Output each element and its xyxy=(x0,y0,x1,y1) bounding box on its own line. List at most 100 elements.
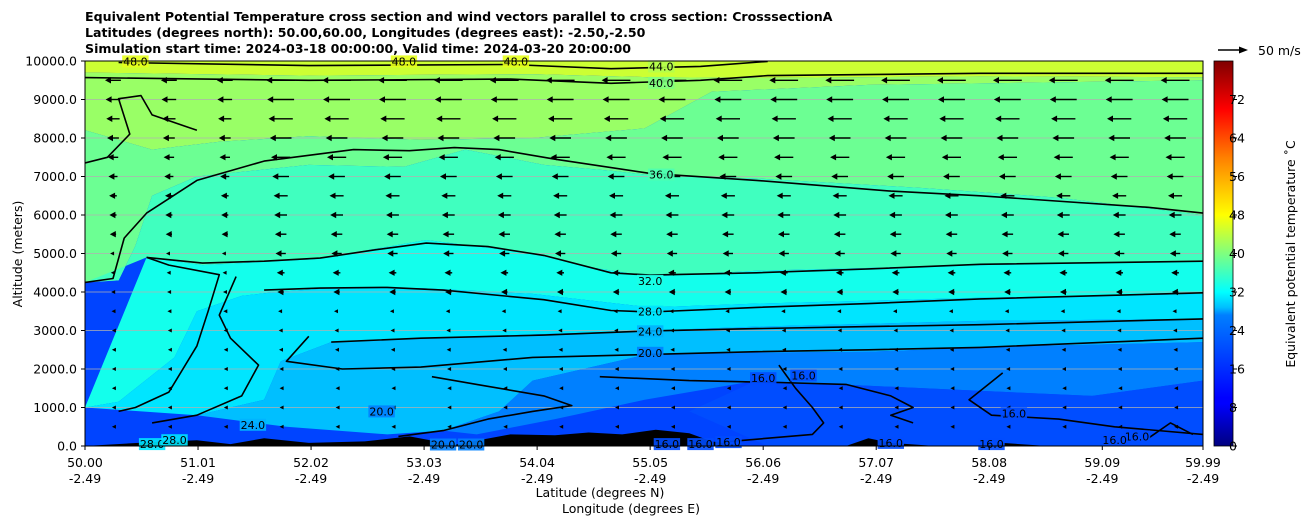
wind-vector xyxy=(993,96,1021,103)
wind-vector xyxy=(722,250,733,257)
wind-vector xyxy=(1105,96,1133,103)
wind-vector xyxy=(163,154,175,161)
wind-vector xyxy=(268,115,293,122)
y-axis-label: Altitude (meters) xyxy=(10,201,25,308)
wind-vector xyxy=(550,154,570,161)
wind-vector xyxy=(110,270,115,275)
wind-vector xyxy=(1160,77,1190,84)
wind-vector xyxy=(1006,386,1011,391)
wind-vector xyxy=(445,309,450,314)
wind-vector xyxy=(162,134,175,142)
wind-vector xyxy=(497,192,512,199)
contour-label: 24.0 xyxy=(637,325,664,338)
chart-title-line-3: Simulation start time: 2024-03-18 00:00:… xyxy=(85,41,632,56)
wind-vector xyxy=(1112,211,1126,219)
isoline-36-3 xyxy=(85,146,1203,284)
wind-vector xyxy=(447,386,452,391)
wind-vector xyxy=(221,251,226,256)
svg-text:28.0: 28.0 xyxy=(140,438,165,451)
wind-vector xyxy=(1112,192,1127,199)
wind-vector xyxy=(1161,96,1189,103)
wind-vector xyxy=(890,250,901,257)
colorbar-tick-label: 16 xyxy=(1229,362,1245,377)
x-tick-label: 59.09 xyxy=(1084,455,1120,470)
svg-text:28.0: 28.0 xyxy=(638,306,663,319)
wind-vector xyxy=(1060,309,1065,314)
wind-vector xyxy=(1117,347,1122,352)
svg-text:44.0: 44.0 xyxy=(649,60,674,73)
wind-vector xyxy=(1113,231,1125,238)
wind-vector xyxy=(499,250,510,257)
wind-vector xyxy=(332,269,341,276)
wind-vector xyxy=(391,424,396,429)
wind-vector xyxy=(661,134,683,142)
wind-vector xyxy=(1117,367,1122,371)
wind-vector xyxy=(725,328,730,333)
wind-vector xyxy=(1104,77,1134,84)
wind-vector xyxy=(999,173,1016,180)
wind-vector xyxy=(1117,328,1122,333)
wind-vector xyxy=(105,77,121,84)
wind-vector xyxy=(109,211,117,219)
wind-vector xyxy=(724,288,731,296)
wind-vector xyxy=(833,231,846,238)
x-tick-label: 55.05 xyxy=(632,455,668,470)
wind-vector xyxy=(1001,211,1014,219)
wind-vector xyxy=(437,134,460,142)
x-tick-label-lon: -2.49 xyxy=(860,471,892,486)
wind-vector xyxy=(997,154,1017,161)
wind-vector xyxy=(838,347,843,352)
wind-vector xyxy=(278,309,283,314)
wind-vector xyxy=(1003,269,1012,276)
x-tick-label-lon: -2.49 xyxy=(295,471,327,486)
wind-vector xyxy=(1058,250,1069,257)
wind-vector xyxy=(1174,424,1179,429)
wind-vector xyxy=(274,231,287,238)
wind-vector xyxy=(269,134,292,142)
contour-label: 20.0 xyxy=(457,438,485,452)
wind-vector xyxy=(330,211,343,219)
wind-vector xyxy=(780,288,787,296)
wind-vector xyxy=(1049,96,1077,103)
wind-vector xyxy=(272,173,289,180)
contour-label: 16.0 xyxy=(1123,430,1151,443)
y-tick-label: 0.0 xyxy=(57,439,77,454)
wind-vector xyxy=(221,231,228,238)
wind-vector xyxy=(884,134,907,142)
wind-vector xyxy=(1005,347,1010,352)
x-axis-label: Latitude (degrees N) xyxy=(536,485,665,500)
wind-vector xyxy=(1062,386,1067,391)
wind-vector xyxy=(602,96,630,103)
colorbar-label: Equivalent potential temperature ˚C xyxy=(1283,140,1298,368)
wind-vector xyxy=(948,309,953,314)
wind-vector xyxy=(380,115,405,122)
y-tick-label: 9000.0 xyxy=(33,92,77,107)
x-tick-label-lon: -2.49 xyxy=(182,471,214,486)
svg-text:36.0: 36.0 xyxy=(649,169,674,182)
contour-label: 16.0 xyxy=(790,369,817,383)
wind-vector xyxy=(609,211,623,219)
wind-vector xyxy=(391,367,396,371)
contour-label: 28.0 xyxy=(138,438,166,451)
svg-text:48.0: 48.0 xyxy=(392,55,417,68)
wind-vector xyxy=(889,231,902,238)
field-region-2 xyxy=(85,80,1203,283)
wind-vector xyxy=(948,288,955,296)
wind-vector xyxy=(492,115,517,122)
isoline-16-14 xyxy=(1147,422,1194,439)
wind-vector xyxy=(664,192,679,199)
wind-vector xyxy=(769,77,799,84)
wind-vector xyxy=(781,328,786,333)
wind-vector xyxy=(838,424,843,429)
wind-vector xyxy=(830,154,850,161)
wind-vector xyxy=(433,77,463,84)
svg-text:48.0: 48.0 xyxy=(123,55,148,68)
wind-vector xyxy=(223,424,228,429)
x-tick-label-lon: -2.49 xyxy=(408,471,440,486)
wind-vector xyxy=(1002,250,1013,257)
wind-vector xyxy=(489,77,519,84)
wind-vector xyxy=(894,367,899,371)
wind-vector xyxy=(223,290,227,294)
svg-text:16.0: 16.0 xyxy=(716,436,741,449)
wind-vector xyxy=(549,134,571,142)
